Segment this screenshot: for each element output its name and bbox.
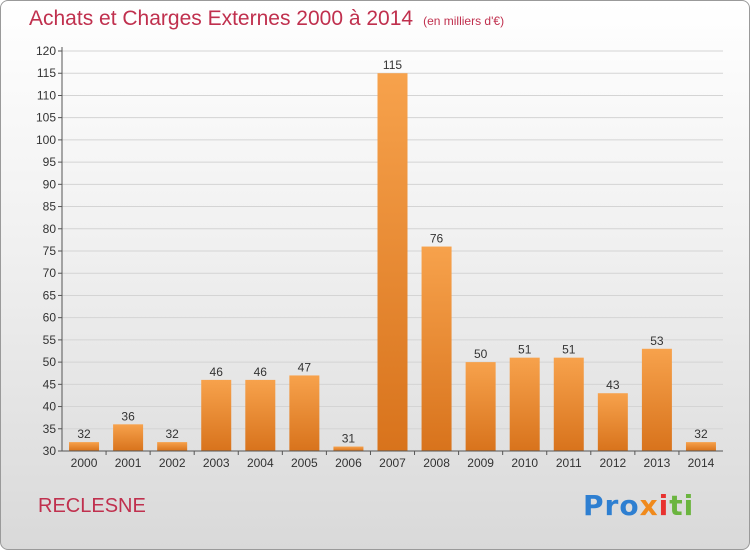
y-tick-label: 30 [43,444,57,458]
y-tick-label: 105 [36,111,56,125]
value-label-2006: 31 [342,432,356,446]
value-label-2005: 47 [298,360,312,374]
x-tick-label: 2011 [556,456,582,470]
bar-2007 [377,73,408,451]
y-tick-label: 50 [43,355,57,369]
bar-2010 [509,357,540,451]
y-tick-label: 65 [43,288,57,302]
y-tick-label: 90 [43,177,57,191]
bar-2005 [289,375,320,451]
value-label-2002: 32 [165,427,179,441]
logo-part-2: x [639,489,659,522]
value-label-2008: 76 [430,232,444,246]
value-label-2012: 43 [606,378,620,392]
x-tick-label: 2002 [159,456,186,470]
y-axis-ticks: 30 35 40 45 50 55 60 65 70 75 80 85 90 95 100 105 110 115… [36,44,62,458]
x-tick-label: 2010 [511,456,538,470]
value-label-2010: 51 [518,343,532,357]
logo-part-4: ti [669,489,695,522]
title-text: Achats et Charges Externes 2000 à 2014 [29,7,414,30]
y-tick-label: 40 [43,400,57,414]
value-label-2000: 32 [77,427,91,441]
value-label-2003: 46 [210,365,224,379]
bar-2006 [333,446,364,451]
chart-title: Achats et Charges Externes 2000 à 2014 (e… [29,7,504,31]
y-tick-label: 85 [43,200,57,214]
y-tick-label: 120 [36,44,56,58]
y-tick-label: 115 [37,66,56,80]
bar-2000 [69,442,100,451]
bars [69,73,716,451]
y-tick-label: 55 [43,333,57,347]
value-label-2011: 51 [562,343,576,357]
bar-2011 [553,357,584,451]
bar-2003 [201,379,232,451]
proxiti-logo: Proxiti [583,489,694,522]
bar-2009 [465,362,496,451]
bar-value-labels: 32 36 32 46 46 47 31 115 76 50 51 51 43 53 32 [77,58,708,445]
x-tick-label: 2009 [467,456,494,470]
y-tick-label: 95 [43,155,57,169]
x-tick-label: 2005 [291,456,318,470]
logo-part-3: i [658,489,670,522]
x-tick-label: 2014 [688,456,715,470]
x-tick-label: 2007 [379,456,406,470]
bar-2004 [245,379,276,451]
x-tick-label: 2008 [423,456,450,470]
value-label-2004: 46 [254,365,268,379]
x-tick-label: 2003 [203,456,230,470]
y-tick-label: 100 [36,133,56,147]
commune-name: RECLESNE [38,495,146,517]
axes [61,47,723,452]
value-label-2007: 115 [383,58,402,72]
x-tick-label: 2000 [71,456,98,470]
logo-part-1: Pro [583,489,640,522]
x-tick-label: 2001 [115,456,142,470]
value-label-2009: 50 [474,347,488,361]
y-tick-label: 80 [43,222,57,236]
y-tick-label: 75 [43,244,57,258]
bar-2014 [685,442,716,451]
value-label-2014: 32 [694,427,708,441]
x-axis-ticks: 2000 2001 2002 2003 2004 2005 2006 2007 2008 2009… [71,451,715,470]
x-tick-label: 2012 [599,456,626,470]
bar-2013 [641,348,672,451]
bar-2012 [597,393,628,451]
y-tick-label: 45 [43,377,57,391]
x-tick-label: 2013 [644,456,671,470]
bar-2001 [113,424,144,451]
y-tick-label: 70 [43,266,57,280]
x-tick-label: 2004 [247,456,274,470]
value-label-2001: 36 [121,409,135,423]
y-tick-label: 110 [37,88,56,102]
y-tick-label: 35 [43,422,57,436]
x-tick-label: 2006 [335,456,362,470]
chart-subtitle: (en milliers d'€) [423,14,505,28]
y-tick-label: 60 [43,311,57,325]
bar-2008 [421,246,452,451]
bar-2002 [157,442,188,451]
value-label-2013: 53 [650,334,664,348]
